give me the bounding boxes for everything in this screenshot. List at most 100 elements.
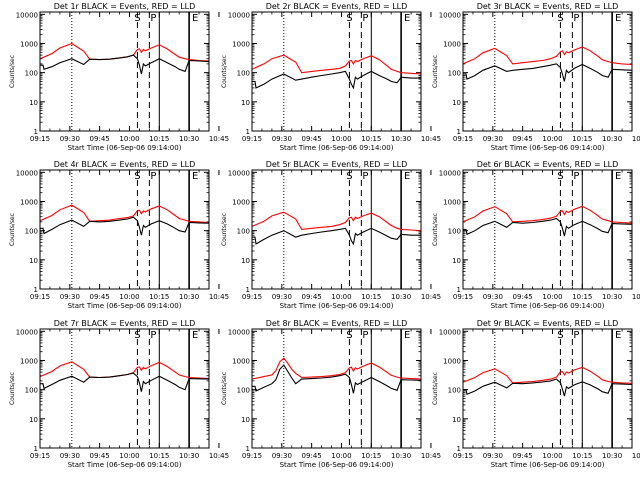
panel-title: Det 2r BLACK = Events, RED = LLD [266, 2, 408, 11]
black-events-series [463, 217, 632, 237]
x-tick-label: 10:45 [209, 135, 229, 143]
y-tick-label: 1000 [443, 357, 461, 365]
plot-frame [39, 169, 210, 290]
y-tick-label: 100 [25, 387, 38, 395]
marker-label-s: S [557, 171, 563, 182]
marker-label-e: E [192, 330, 198, 341]
y-tick-label: 10 [241, 99, 250, 107]
black-events-series [252, 227, 421, 246]
black-events-series [252, 70, 421, 90]
y-tick-label: 1 [457, 286, 461, 294]
red-lld-series [252, 211, 421, 232]
x-tick-label: 10:30 [602, 135, 622, 143]
x-tick-label: 10:15 [572, 293, 592, 301]
y-tick-label: 1 [34, 128, 38, 136]
black-events-series [463, 63, 632, 82]
plot-frame [251, 11, 422, 132]
plot-frame [251, 169, 422, 290]
x-tick-label: 10:00 [119, 135, 139, 143]
x-tick-label: 09:15 [453, 452, 473, 460]
y-tick-label: 1 [34, 286, 38, 294]
marker-label-s: S [346, 171, 352, 182]
marker-label-s: S [557, 13, 563, 24]
y-axis-label: Counts/sec [432, 213, 439, 246]
x-tick-label: 10:45 [421, 135, 441, 143]
x-axis-label: Start Time (06-Sep-06 09:14:00) [280, 461, 394, 469]
marker-label-s: S [346, 330, 352, 341]
panel-title: Det 1r BLACK = Events, RED = LLD [54, 2, 196, 11]
panel-title: Det 6r BLACK = Events, RED = LLD [477, 160, 619, 169]
marker-label-e: E [615, 171, 621, 182]
marker-label-e: E [192, 13, 198, 24]
y-tick-label: 100 [448, 70, 461, 78]
panel-det-7: Det 7r BLACK = Events, RED = LLD Counts/s… [9, 319, 229, 469]
x-tick-label: 10:30 [179, 293, 199, 301]
marker-label-p: P [150, 330, 156, 341]
x-tick-label: 10:00 [331, 135, 351, 143]
marker-label-e: E [615, 13, 621, 24]
y-tick-label: 1000 [20, 198, 38, 206]
x-axis-label: Start Time (06-Sep-06 09:14:00) [491, 461, 605, 469]
y-tick-label: 10 [452, 257, 461, 265]
y-tick-label: 100 [237, 228, 250, 236]
marker-label-p: P [362, 171, 368, 182]
x-tick-label: 09:30 [60, 293, 80, 301]
panel-det-2: Det 2r BLACK = Events, RED = LLD Counts/s… [221, 2, 441, 152]
panel-det-6: Det 6r BLACK = Events, RED = LLD Counts/s… [432, 160, 640, 310]
x-tick-label: 09:30 [60, 452, 80, 460]
y-axis-label: Counts/sec [9, 55, 16, 88]
plot-frame [462, 11, 633, 132]
y-tick-label: 10000 [16, 169, 38, 177]
x-tick-label: 10:30 [391, 135, 411, 143]
x-tick-label: 10:30 [602, 452, 622, 460]
marker-label-p: P [150, 171, 156, 182]
x-axis-label: Start Time (06-Sep-06 09:14:00) [280, 302, 394, 310]
black-events-series [40, 372, 209, 392]
x-tick-label: 09:15 [453, 293, 473, 301]
plot-frame [251, 328, 422, 449]
panel-det-4: Det 4r BLACK = Events, RED = LLD Counts/s… [9, 160, 229, 310]
x-tick-label: 09:45 [90, 135, 110, 143]
y-tick-label: 1 [246, 128, 250, 136]
x-tick-label: 10:00 [119, 452, 139, 460]
panel-title: Det 5r BLACK = Events, RED = LLD [266, 160, 408, 169]
marker-label-e: E [404, 171, 410, 182]
y-tick-label: 1 [246, 445, 250, 453]
marker-label-s: S [134, 13, 140, 24]
x-tick-label: 09:45 [302, 135, 322, 143]
y-tick-label: 10 [452, 416, 461, 424]
x-tick-label: 09:15 [30, 135, 50, 143]
x-tick-label: 10:45 [632, 293, 640, 301]
y-tick-label: 10000 [439, 169, 461, 177]
x-tick-label: 10:30 [179, 135, 199, 143]
x-tick-label: 09:15 [30, 293, 50, 301]
x-tick-label: 10:30 [602, 293, 622, 301]
y-axis-label: Counts/sec [432, 372, 439, 405]
marker-label-s: S [134, 330, 140, 341]
y-tick-label: 1000 [20, 357, 38, 365]
x-tick-label: 10:45 [421, 452, 441, 460]
red-lld-series [463, 205, 632, 224]
x-tick-label: 10:15 [361, 452, 381, 460]
x-tick-label: 10:15 [572, 452, 592, 460]
y-tick-label: 1 [457, 128, 461, 136]
y-axis-label: Counts/sec [221, 213, 228, 246]
x-tick-label: 10:00 [542, 293, 562, 301]
marker-label-e: E [404, 330, 410, 341]
panel-title: Det 4r BLACK = Events, RED = LLD [54, 160, 196, 169]
y-axis-label: Counts/sec [9, 213, 16, 246]
x-tick-label: 09:45 [90, 452, 110, 460]
x-tick-label: 09:30 [483, 135, 503, 143]
x-tick-label: 09:15 [453, 135, 473, 143]
y-tick-label: 1 [34, 445, 38, 453]
marker-label-s: S [346, 13, 352, 24]
y-tick-label: 100 [25, 228, 38, 236]
marker-label-e: E [404, 13, 410, 24]
x-tick-label: 10:15 [361, 135, 381, 143]
red-lld-series [40, 361, 209, 380]
y-tick-label: 10000 [228, 169, 250, 177]
plot-frame [462, 328, 633, 449]
x-tick-label: 10:15 [149, 452, 169, 460]
y-tick-label: 100 [237, 70, 250, 78]
